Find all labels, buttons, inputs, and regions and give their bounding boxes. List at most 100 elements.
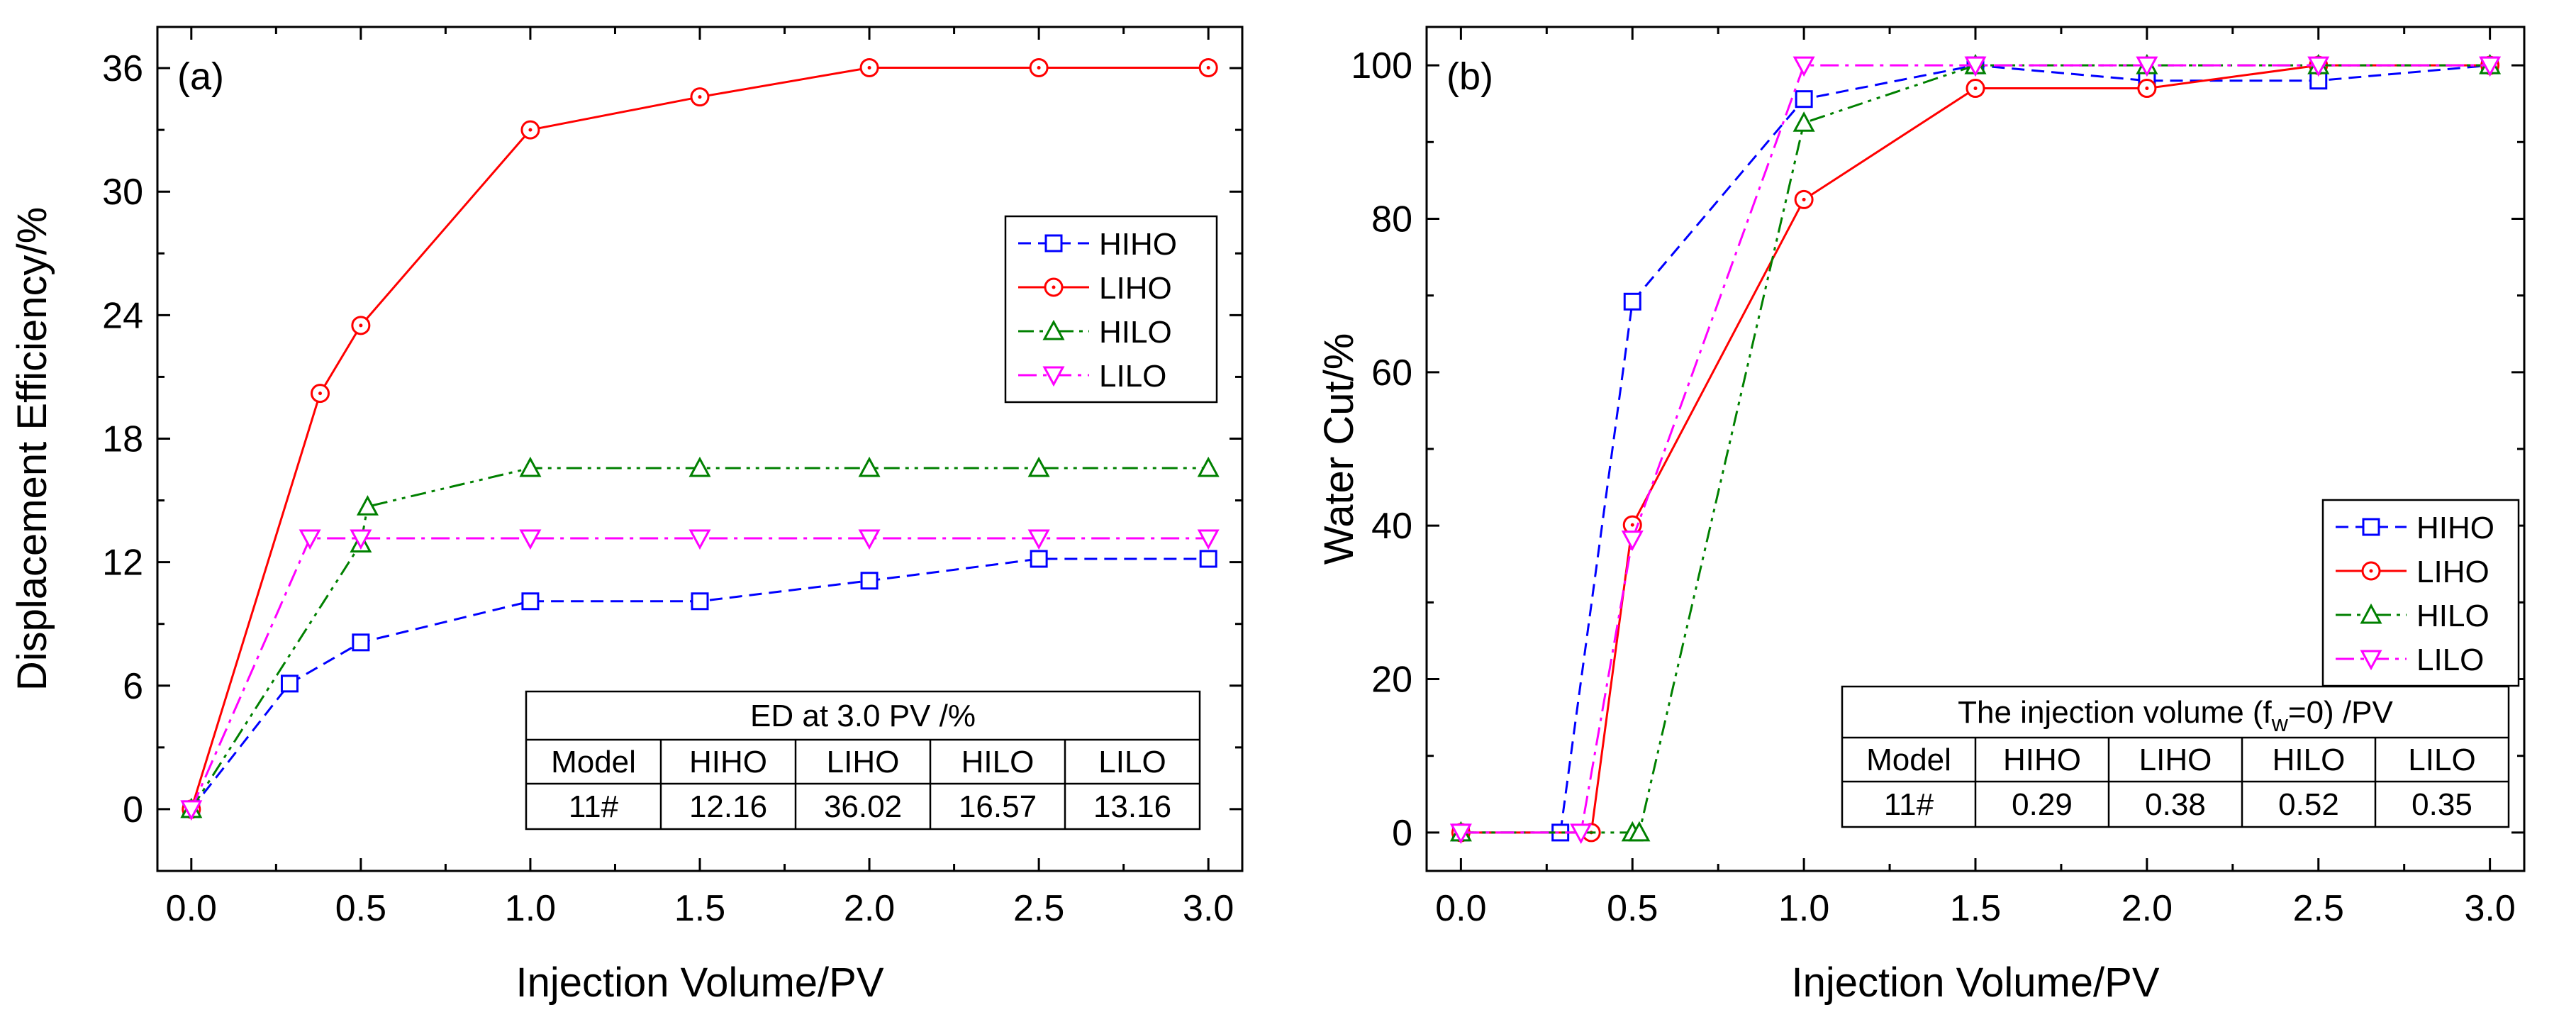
x-tick-label: 1.0: [1778, 888, 1829, 929]
y-tick-label: 40: [1371, 506, 1412, 547]
x-tick-label: 0.5: [1607, 888, 1658, 929]
table-cell: 0.35: [2411, 787, 2472, 822]
data-point-hilo: [1792, 111, 1815, 132]
x-tick-label: 2.5: [2293, 888, 2344, 929]
data-point-lilo: [1792, 56, 1815, 77]
x-tick-label: 2.0: [844, 888, 895, 929]
data-point-lilo: [180, 800, 203, 821]
data-point-lilo: [2479, 56, 2502, 77]
legend-label: LIHO: [2416, 555, 2489, 589]
table-header-cell: LILO: [1098, 745, 1166, 779]
x-tick-label: 2.5: [1013, 888, 1064, 929]
table-cell: 36.02: [824, 789, 902, 824]
x-tick-label: 3.0: [1183, 888, 1234, 929]
x-tick-label: 0.0: [1435, 888, 1486, 929]
data-point-hiho: [1199, 550, 1217, 568]
table-cell: 13.16: [1093, 789, 1171, 824]
summary-table: ED at 3.0 PV /% Model HIHO LIHO HILO LILO 11# 1…: [525, 690, 1201, 831]
data-point-lilo: [1570, 823, 1593, 845]
data-point-hiho: [1795, 90, 1813, 109]
x-tick-label: 0.0: [166, 888, 217, 929]
legend-box: [2321, 499, 2520, 687]
legend-marker: [1042, 366, 1065, 387]
table-header-cell: Model: [551, 745, 636, 779]
data-point-lilo: [688, 529, 711, 550]
panel-a-chart: 0.0 0.5 1.0 1.5 2.0 2.5 3.0 0 6 12 18 24 30 36 Injecti…: [9, 26, 1244, 1006]
legend: HIHO LIHO HILO LILO: [1004, 215, 1218, 404]
data-point-hilo: [356, 495, 379, 516]
data-point-hilo: [1027, 456, 1050, 477]
data-point-lilo: [1964, 56, 1987, 77]
table-border: [1841, 685, 2510, 828]
table-cell: 11#: [569, 789, 619, 824]
y-tick-label: 36: [102, 48, 143, 89]
data-point-hilo: [1628, 821, 1651, 842]
panel-label: (b): [1446, 55, 1493, 98]
legend-marker: [1044, 234, 1063, 252]
table-cell: 12.16: [689, 789, 767, 824]
x-tick-label: 1.0: [505, 888, 556, 929]
y-tick-label: 0: [1392, 813, 1412, 854]
data-point-lilo: [519, 529, 542, 550]
panel-b-chart: 0.0 0.5 1.0 1.5 2.0 2.5 3.0 0 20 40 60 80 100 Injecti…: [1316, 26, 2526, 1006]
x-tick-label: 1.5: [674, 888, 725, 929]
panel-label: (a): [177, 55, 224, 98]
data-point-lilo: [1027, 529, 1050, 550]
data-point-hiho: [1030, 550, 1048, 568]
series-line-hiho: [1461, 64, 2490, 834]
legend-label: HIHO: [1099, 227, 1177, 262]
data-point-lilo: [299, 529, 321, 550]
x-axis-title: Injection Volume/PV: [515, 960, 883, 1006]
table-header-cell: LIHO: [827, 745, 900, 779]
legend-label: HILO: [2416, 599, 2489, 633]
table-header-cell: HILO: [2273, 743, 2346, 777]
table-header-cell: HILO: [961, 745, 1035, 779]
data-point-hilo: [519, 456, 542, 477]
x-tick-label: 0.5: [335, 888, 386, 929]
legend-marker: [2360, 603, 2382, 624]
table-header-cell: LIHO: [2139, 743, 2212, 777]
y-axis-title: Water Cut/%: [1316, 333, 1362, 565]
legend-box: [1004, 215, 1218, 404]
data-point-hilo: [1197, 456, 1220, 477]
data-point-hilo: [858, 456, 881, 477]
series-line-liho: [1461, 64, 2490, 834]
table-cell: 0.38: [2145, 787, 2206, 822]
table-header-cell: HIHO: [2003, 743, 2081, 777]
y-tick-label: 0: [123, 789, 143, 831]
legend-label: HIHO: [2416, 511, 2494, 545]
legend-marker: [1042, 319, 1065, 340]
y-tick-label: 24: [102, 295, 143, 336]
series-lilo: [180, 529, 1220, 821]
table-header-cell: HIHO: [689, 745, 767, 779]
data-point-lilo: [1197, 529, 1220, 550]
series-line-liho: [190, 66, 1209, 810]
table-header-cell: LILO: [2408, 743, 2475, 777]
data-point-lilo: [1621, 531, 1644, 551]
x-axis-title: Injection Volume/PV: [1791, 960, 2159, 1006]
y-axis-title: Displacement Efficiency/%: [9, 207, 55, 691]
y-tick-label: 18: [102, 418, 143, 460]
legend: HIHO LIHO HILO LILO: [2321, 499, 2520, 687]
y-tick-label: 30: [102, 172, 143, 213]
data-point-lilo: [2136, 56, 2158, 77]
y-tick-label: 80: [1371, 199, 1412, 240]
table-cell: 0.52: [2278, 787, 2339, 822]
table-cell: 11#: [1884, 787, 1934, 822]
series-liho: [182, 57, 1218, 819]
legend-label: LIHO: [1099, 271, 1172, 306]
y-tick-label: 100: [1351, 45, 1412, 87]
data-point-hiho: [521, 592, 540, 611]
table-border: [525, 690, 1201, 831]
legend-marker: [2360, 650, 2382, 671]
table-header-cell: Model: [1866, 743, 1951, 777]
legend-label: LILO: [1099, 359, 1166, 394]
x-tick-label: 3.0: [2464, 888, 2515, 929]
series-line-lilo: [1461, 64, 2490, 834]
y-tick-label: 20: [1371, 660, 1412, 701]
legend-label: LILO: [2416, 643, 2484, 677]
table-cell: 0.29: [2012, 787, 2073, 822]
table-cell: 16.57: [959, 789, 1037, 824]
